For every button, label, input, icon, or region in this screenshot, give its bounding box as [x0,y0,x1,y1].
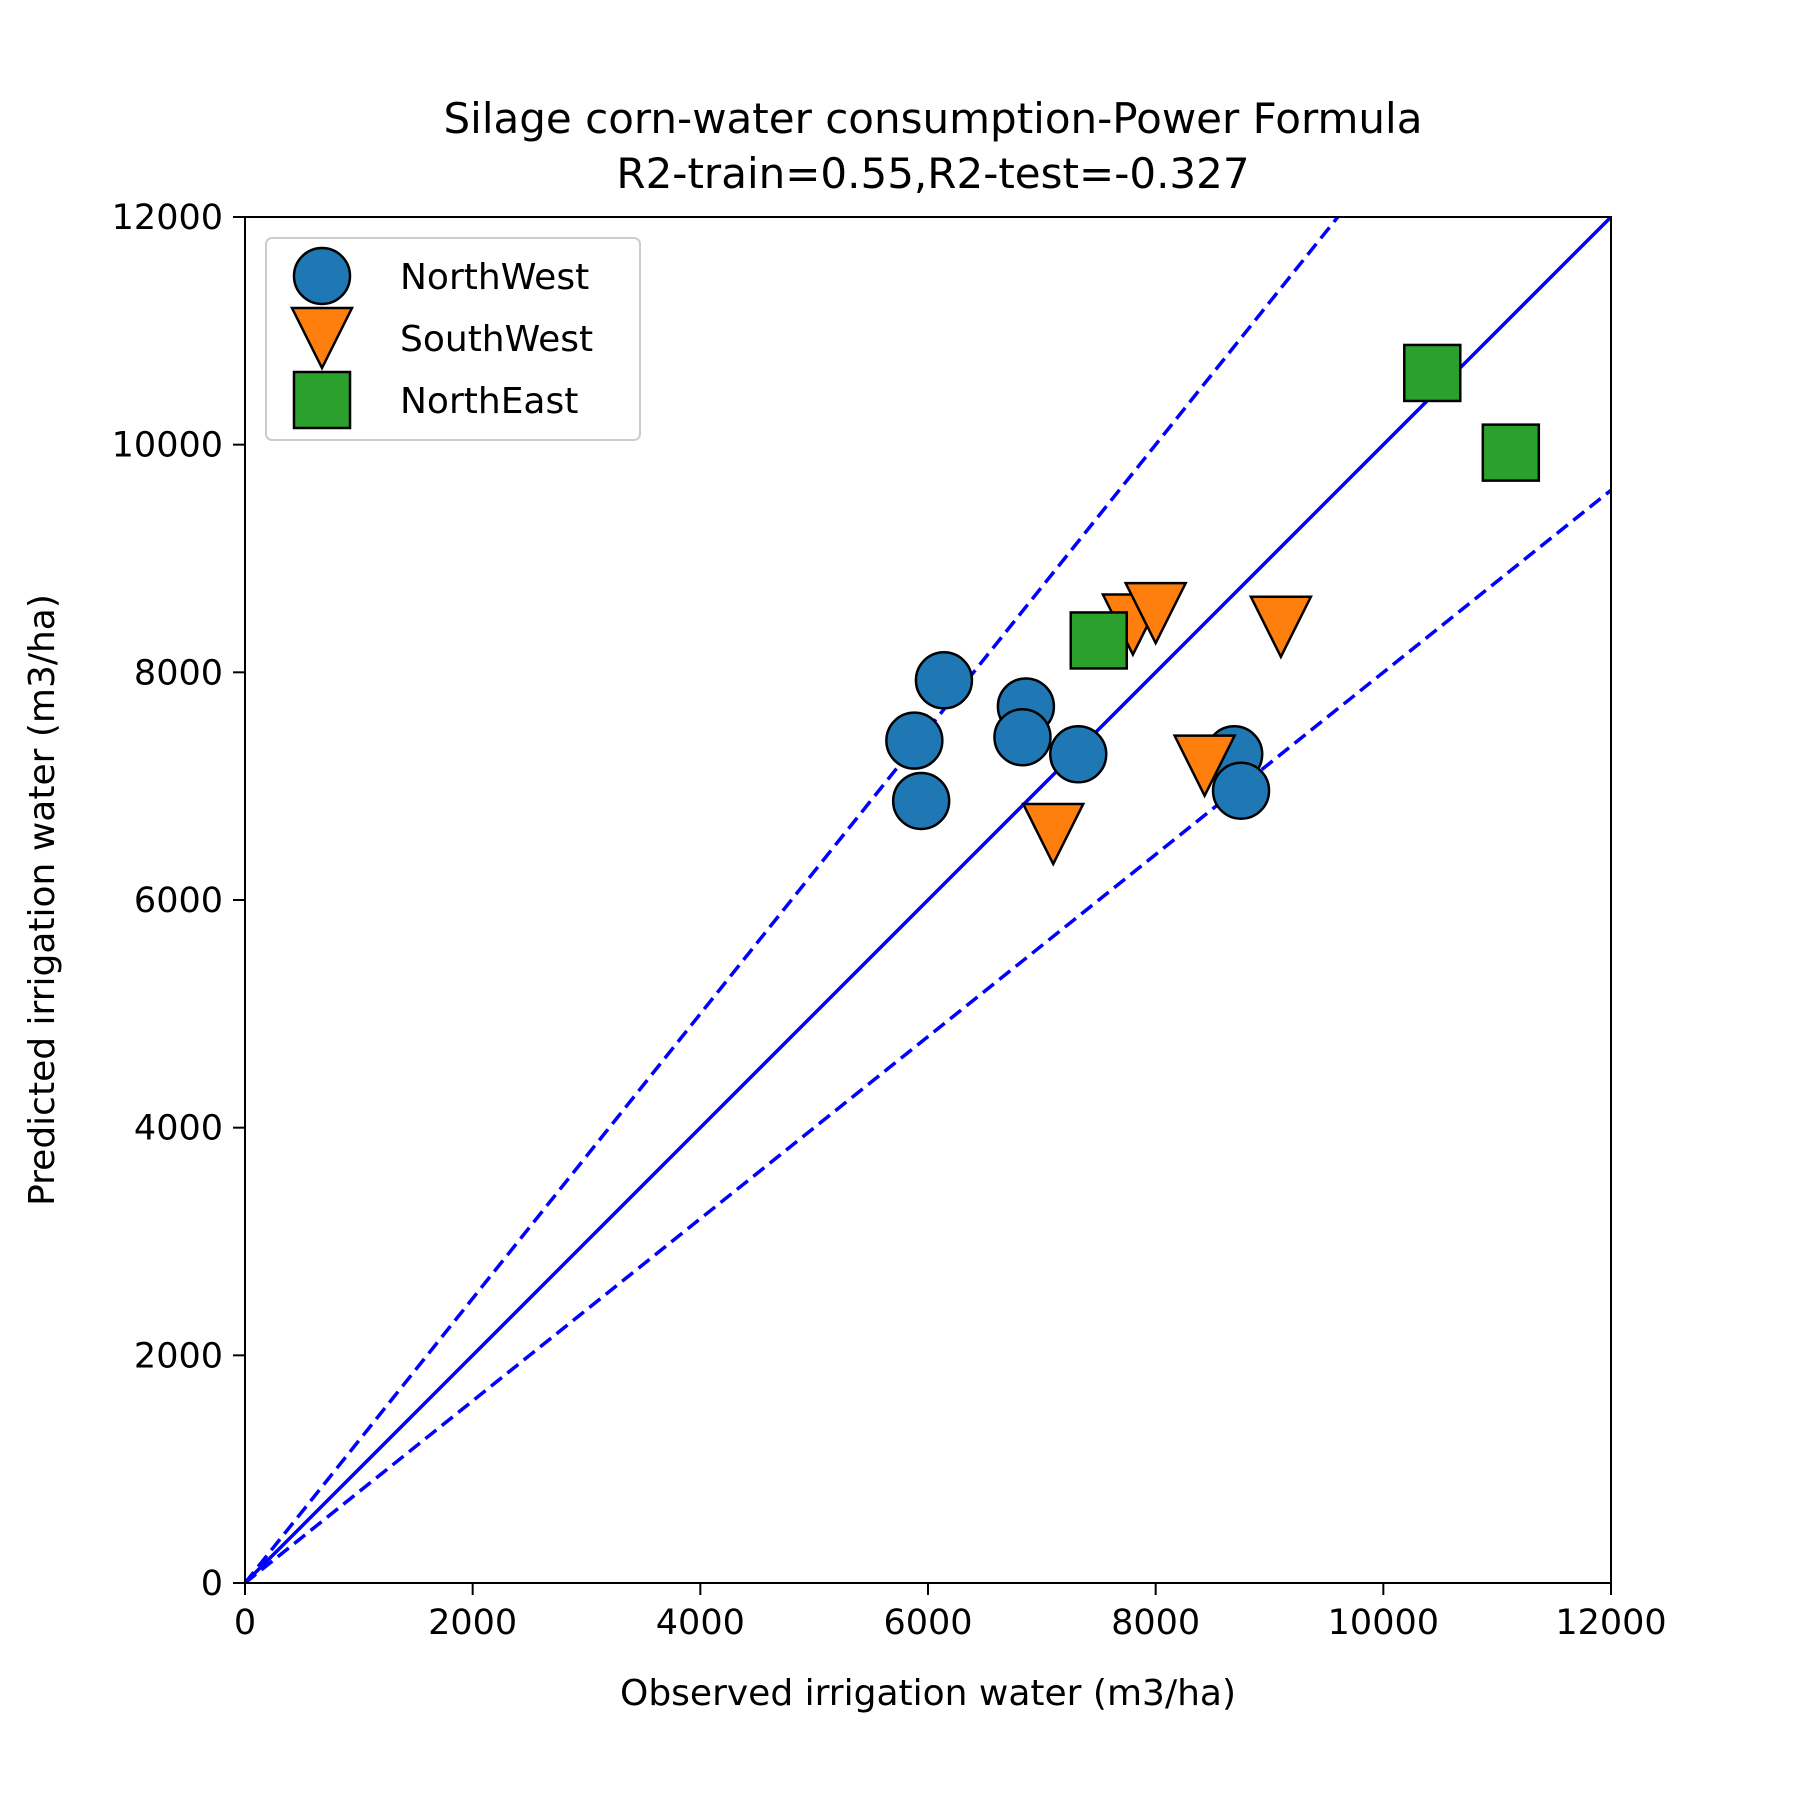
y-tick-label: 2000 [134,1336,223,1376]
data-point [1172,734,1237,799]
legend-label: NorthEast [400,381,578,422]
data-point [1211,761,1271,820]
legend-label: NorthWest [400,257,589,298]
data-point [1403,343,1462,403]
series-southwest [1021,581,1313,867]
y-tick-label: 8000 [134,653,223,693]
x-tick-label: 8000 [1111,1603,1200,1643]
series-northwest [885,651,1271,831]
y-tick-label: 10000 [112,426,223,466]
x-tick-label: 10000 [1328,1603,1439,1643]
chart-subtitle: R2-train=0.55,R2-test=-0.327 [616,149,1249,198]
series-northeast [1069,343,1541,670]
y-axis-label: Predicted irrigation water (m3/ha) [22,594,63,1206]
y-tick-label: 4000 [134,1109,223,1149]
chart-title: Silage corn-water consumption-Power Form… [444,94,1423,143]
data-point [993,707,1052,767]
x-tick-label: 4000 [656,1603,745,1643]
legend: NorthWest SouthWest NorthEast [265,237,641,441]
data-point [914,651,974,710]
y-tick-label: 12000 [112,198,223,238]
data-point [891,771,951,831]
data-point [1049,725,1108,784]
y-tick-label: 0 [201,1564,223,1604]
legend-frame [265,237,641,441]
data-point [1021,802,1086,867]
legend-marker-northwest [292,246,352,306]
data-point [1248,595,1313,660]
x-tick-label: 6000 [883,1603,972,1643]
data-point [1123,581,1188,646]
x-axis-label: Observed irrigation water (m3/ha) [620,1673,1236,1714]
data-points [885,343,1541,867]
data-point [1069,611,1128,670]
reference-line-lower-bound [245,488,1611,1583]
reference-line-1-1 [245,217,1611,1583]
x-tick-label: 2000 [428,1603,517,1643]
data-point [1481,423,1541,482]
y-tick-label: 6000 [134,881,223,921]
legend-marker-southwest [289,306,355,371]
x-tick-label: 0 [234,1603,256,1643]
legend-marker-northeast [292,370,352,430]
x-tick-label: 12000 [1555,1603,1666,1643]
data-point [885,711,944,770]
y-axis: 0 2000 4000 6000 8000 10000 12000 [112,198,245,1604]
x-axis: 0 2000 4000 6000 8000 10000 12000 [234,1583,1667,1643]
legend-label: SouthWest [400,319,593,360]
